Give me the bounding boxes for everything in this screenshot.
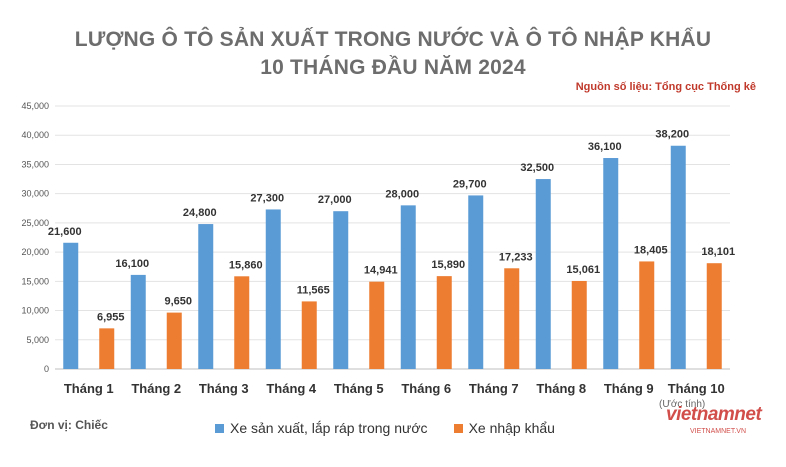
legend-item-imported: Xe nhập khẩu — [453, 420, 555, 436]
x-tick-label: Tháng 2 — [131, 381, 181, 396]
data-label-domestic: 27,300 — [250, 192, 284, 204]
bar-imported — [504, 268, 520, 369]
y-tick-label: 25,000 — [21, 218, 49, 228]
y-tick-label: 0 — [44, 364, 49, 374]
unit-label: Đơn vị: Chiếc — [30, 418, 108, 432]
data-label-imported: 14,941 — [364, 265, 398, 277]
data-label-domestic: 29,700 — [453, 178, 487, 190]
x-tick-label: Tháng 7 — [469, 381, 519, 396]
bar-imported — [99, 328, 115, 369]
x-tick-label: Tháng 4 — [266, 381, 317, 396]
bar-imported — [639, 261, 655, 369]
data-label-imported: 15,061 — [566, 264, 600, 276]
x-tick-label: Tháng 6 — [401, 381, 451, 396]
bar-domestic — [468, 195, 484, 369]
vietnamnet-logo: vietnamnet — [666, 404, 762, 425]
legend-swatch-imported — [453, 423, 463, 433]
bar-imported — [234, 276, 250, 369]
bar-imported — [301, 301, 317, 369]
data-label-imported: 18,405 — [634, 244, 668, 256]
chart-title: LƯỢNG Ô TÔ SẢN XUẤT TRONG NƯỚC VÀ Ô TÔ N… — [0, 26, 786, 82]
bar-imported — [166, 312, 182, 369]
legend-item-domestic: Xe sản xuất, lắp ráp trong nước — [215, 420, 428, 436]
x-tick-label: Tháng 1 — [64, 381, 114, 396]
bar-domestic — [198, 224, 214, 369]
data-label-domestic: 36,100 — [588, 141, 622, 153]
y-tick-label: 10,000 — [21, 306, 49, 316]
vietnamnet-url: VIETNAMNET.VN — [690, 428, 747, 435]
x-tick-label: Tháng 9 — [604, 381, 654, 396]
legend-label-imported: Xe nhập khẩu — [468, 420, 555, 436]
bar-imported — [436, 276, 452, 369]
data-label-imported: 11,565 — [297, 284, 330, 296]
bar-domestic — [333, 211, 349, 369]
y-tick-label: 40,000 — [21, 130, 49, 140]
bar-domestic — [265, 209, 281, 369]
bar-domestic — [603, 158, 619, 369]
data-label-domestic: 24,800 — [183, 207, 217, 219]
bar-domestic — [535, 179, 551, 369]
bar-imported — [571, 280, 587, 369]
y-tick-label: 35,000 — [21, 159, 49, 169]
y-tick-label: 15,000 — [21, 276, 49, 286]
legend-label-domestic: Xe sản xuất, lắp ráp trong nước — [230, 420, 428, 436]
legend-swatch-domestic — [215, 423, 224, 433]
x-tick-label: Tháng 8 — [536, 381, 586, 396]
data-label-imported: 6,955 — [97, 311, 125, 323]
bar-domestic — [670, 145, 686, 369]
data-label-domestic: 28,000 — [385, 188, 419, 200]
y-tick-label: 45,000 — [21, 101, 49, 111]
estimate-note: (Ước tính) — [659, 399, 706, 410]
y-tick-label: 30,000 — [21, 189, 49, 199]
bar-imported — [369, 281, 385, 369]
data-source: Nguồn số liệu: Tổng cục Thống kê — [575, 81, 756, 93]
bar-domestic — [63, 242, 79, 369]
chart-title-line2: 10 THÁNG ĐẦU NĂM 2024 — [260, 56, 526, 79]
data-label-imported: 15,890 — [431, 259, 465, 271]
bar-domestic — [400, 205, 416, 369]
x-tick-label: Tháng 3 — [199, 381, 249, 396]
bar-imported — [706, 263, 722, 369]
chart-title-line1: LƯỢNG Ô TÔ SẢN XUẤT TRONG NƯỚC VÀ Ô TÔ N… — [74, 28, 712, 51]
x-tick-label: Tháng 10 — [668, 381, 725, 396]
data-label-imported: 17,233 — [499, 251, 533, 263]
data-label-domestic: 38,200 — [655, 129, 689, 141]
x-tick-label: Tháng 5 — [334, 381, 384, 396]
data-label-imported: 9,650 — [164, 296, 192, 308]
data-label-domestic: 16,100 — [115, 258, 149, 270]
y-tick-label: 5,000 — [26, 335, 49, 345]
data-label-imported: 18,101 — [701, 246, 735, 258]
legend: Xe sản xuất, lắp ráp trong nước Xe nhập … — [215, 420, 555, 436]
data-label-imported: 15,860 — [229, 259, 263, 271]
bar-domestic — [130, 274, 146, 369]
data-label-domestic: 32,500 — [520, 162, 554, 174]
data-label-domestic: 21,600 — [48, 226, 82, 238]
y-tick-label: 20,000 — [21, 247, 49, 257]
data-label-domestic: 27,000 — [318, 194, 352, 206]
